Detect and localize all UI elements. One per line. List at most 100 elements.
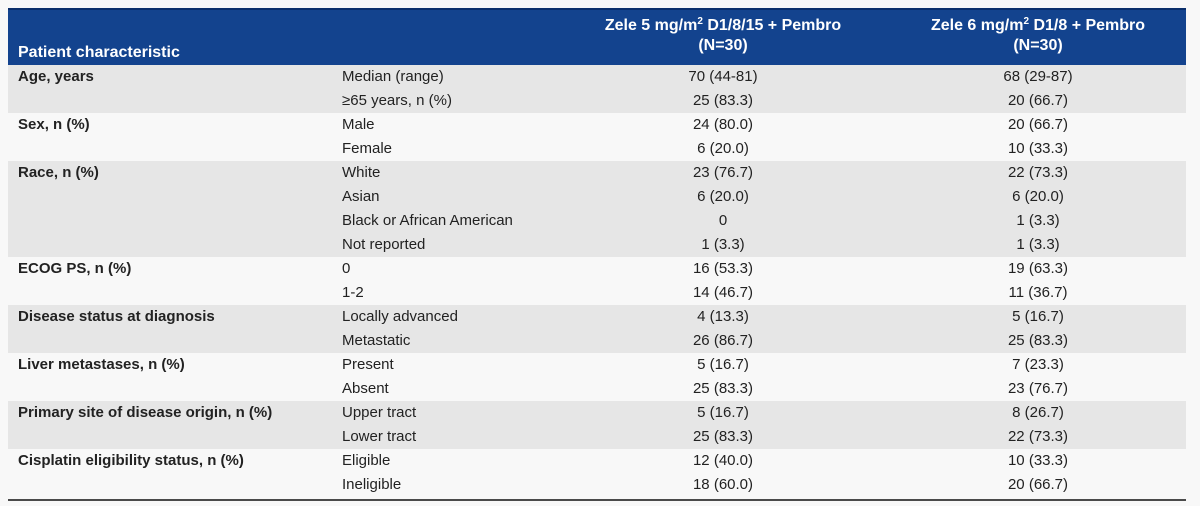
header-characteristic: Patient characteristic xyxy=(18,44,180,61)
table-group: Race, n (%) White 23 (76.7) 22 (73.3) Asian 6… xyxy=(8,161,1186,257)
table-row: Age, years Median (range) 70 (44-81) 68 (29… xyxy=(8,65,1186,89)
header-arm-5mg-n: (N=30) xyxy=(698,37,748,54)
row-value-arm-5mg: 25 (83.3) xyxy=(692,428,754,445)
row-value-arm-6mg: 22 (73.3) xyxy=(1007,164,1069,181)
row-characteristic: Liver metastases, n (%) xyxy=(18,356,185,373)
table-row: Race, n (%) White 23 (76.7) 22 (73.3) xyxy=(8,161,1186,185)
row-subcategory: Median (range) xyxy=(342,68,444,85)
table-group: Cisplatin eligibility status, n (%) Eligi… xyxy=(8,449,1186,497)
row-characteristic: Age, years xyxy=(18,68,94,85)
table-row: Cisplatin eligibility status, n (%) Eligi… xyxy=(8,449,1186,473)
header-arm-6mg-regimen: D1/8 + Pembro xyxy=(1029,17,1146,34)
row-value-arm-6mg: 10 (33.3) xyxy=(1007,140,1069,157)
table-row: Disease status at diagnosis Locally advan… xyxy=(8,305,1186,329)
row-value-arm-6mg: 1 (3.3) xyxy=(1016,212,1060,229)
row-value-arm-5mg: 1 (3.3) xyxy=(701,236,745,253)
header-arm-6mg: Zele 6 mg/m2 D1/8 + Pembro (N=30) xyxy=(888,16,1188,56)
row-subcategory: Female xyxy=(342,140,393,157)
row-subcategory: Black or African American xyxy=(342,212,513,229)
row-value-arm-6mg: 19 (63.3) xyxy=(1007,260,1069,277)
row-value-arm-5mg: 25 (83.3) xyxy=(692,92,754,109)
row-value-arm-6mg: 22 (73.3) xyxy=(1007,428,1069,445)
row-value-arm-5mg: 18 (60.0) xyxy=(692,476,754,493)
row-value-arm-6mg: 20 (66.7) xyxy=(1007,476,1069,493)
row-subcategory: Eligible xyxy=(342,452,391,469)
header-arm-5mg-title: Zele 5 mg/m xyxy=(604,17,698,34)
header-arm-5mg-sup: 2 xyxy=(697,16,703,27)
header-arm-6mg-sup: 2 xyxy=(1023,16,1029,27)
row-subcategory: ≥65 years, n (%) xyxy=(342,92,452,109)
header-arm-6mg-n: (N=30) xyxy=(1013,37,1063,54)
table-row: ≥65 years, n (%) 25 (83.3) 20 (66.7) xyxy=(8,89,1186,113)
row-value-arm-5mg: 70 (44-81) xyxy=(688,68,758,85)
row-subcategory: White xyxy=(342,164,381,181)
row-characteristic: Disease status at diagnosis xyxy=(18,308,215,325)
table-row: 1-2 14 (46.7) 11 (36.7) xyxy=(8,281,1186,305)
characteristics-table: Patient characteristic Zele 5 mg/m2 D1/8… xyxy=(8,8,1186,501)
row-value-arm-6mg: 20 (66.7) xyxy=(1007,92,1069,109)
table-row: Sex, n (%) Male 24 (80.0) 20 (66.7) xyxy=(8,113,1186,137)
row-value-arm-5mg: 0 xyxy=(718,212,728,229)
row-subcategory: Metastatic xyxy=(342,332,411,349)
table-row: Absent 25 (83.3) 23 (76.7) xyxy=(8,377,1186,401)
row-value-arm-6mg: 11 (36.7) xyxy=(1008,284,1068,301)
row-value-arm-6mg: 25 (83.3) xyxy=(1007,332,1069,349)
table-header: Patient characteristic Zele 5 mg/m2 D1/8… xyxy=(8,8,1186,65)
table-row: ECOG PS, n (%) 0 16 (53.3) 19 (63.3) xyxy=(8,257,1186,281)
row-subcategory: 1-2 xyxy=(342,284,364,301)
row-value-arm-5mg: 16 (53.3) xyxy=(692,260,754,277)
row-value-arm-5mg: 23 (76.7) xyxy=(692,164,754,181)
row-subcategory: Lower tract xyxy=(342,428,417,445)
row-subcategory: Locally advanced xyxy=(342,308,458,325)
table-row: Female 6 (20.0) 10 (33.3) xyxy=(8,137,1186,161)
row-value-arm-5mg: 14 (46.7) xyxy=(692,284,754,301)
header-arm-5mg: Zele 5 mg/m2 D1/8/15 + Pembro (N=30) xyxy=(568,16,878,56)
row-value-arm-5mg: 26 (86.7) xyxy=(692,332,754,349)
table-bottom-rule xyxy=(8,499,1186,501)
row-characteristic: ECOG PS, n (%) xyxy=(18,260,132,277)
row-value-arm-6mg: 7 (23.3) xyxy=(1012,356,1064,373)
table-row: Liver metastases, n (%) Present 5 (16.7) 7 … xyxy=(8,353,1186,377)
row-subcategory: Upper tract xyxy=(342,404,417,421)
table-group: ECOG PS, n (%) 0 16 (53.3) 19 (63.3) 1-2 14 (… xyxy=(8,257,1186,305)
table-row: Primary site of disease origin, n (%) Upp… xyxy=(8,401,1186,425)
row-subcategory: Absent xyxy=(342,380,389,397)
table-row: Metastatic 26 (86.7) 25 (83.3) xyxy=(8,329,1186,353)
row-subcategory: 0 xyxy=(342,260,351,277)
table-group: Liver metastases, n (%) Present 5 (16.7) 7 … xyxy=(8,353,1186,401)
row-value-arm-6mg: 20 (66.7) xyxy=(1007,116,1069,133)
row-value-arm-6mg: 8 (26.7) xyxy=(1012,404,1064,421)
row-subcategory: Asian xyxy=(342,188,380,205)
row-characteristic: Cisplatin eligibility status, n (%) xyxy=(18,452,244,469)
row-value-arm-5mg: 5 (16.7) xyxy=(697,404,749,421)
row-characteristic: Primary site of disease origin, n (%) xyxy=(18,404,273,421)
table-row: Lower tract 25 (83.3) 22 (73.3) xyxy=(8,425,1186,449)
row-subcategory: Ineligible xyxy=(342,476,402,493)
table-group: Primary site of disease origin, n (%) Upp… xyxy=(8,401,1186,449)
table-body: Age, years Median (range) 70 (44-81) 68 (29… xyxy=(8,65,1186,497)
row-value-arm-6mg: 68 (29-87) xyxy=(1003,68,1073,85)
row-subcategory: Not reported xyxy=(342,236,426,253)
row-characteristic: Sex, n (%) xyxy=(18,116,90,133)
row-value-arm-5mg: 4 (13.3) xyxy=(697,308,749,325)
table-group: Sex, n (%) Male 24 (80.0) 20 (66.7) Female 6 … xyxy=(8,113,1186,161)
header-arm-5mg-regimen: D1/8/15 + Pembro xyxy=(702,17,842,34)
row-subcategory: Present xyxy=(342,356,394,373)
table-group: Age, years Median (range) 70 (44-81) 68 (29… xyxy=(8,65,1186,113)
table-row: Ineligible 18 (60.0) 20 (66.7) xyxy=(8,473,1186,497)
table-group: Disease status at diagnosis Locally advan… xyxy=(8,305,1186,353)
row-value-arm-5mg: 25 (83.3) xyxy=(692,380,754,397)
table-row: Asian 6 (20.0) 6 (20.0) xyxy=(8,185,1186,209)
row-subcategory: Male xyxy=(342,116,375,133)
table-row: Black or African American 0 1 (3.3) xyxy=(8,209,1186,233)
row-value-arm-5mg: 6 (20.0) xyxy=(697,188,749,205)
row-value-arm-5mg: 24 (80.0) xyxy=(692,116,754,133)
row-value-arm-5mg: 5 (16.7) xyxy=(697,356,749,373)
row-characteristic: Race, n (%) xyxy=(18,164,99,181)
row-value-arm-5mg: 12 (40.0) xyxy=(692,452,754,469)
row-value-arm-6mg: 10 (33.3) xyxy=(1007,452,1069,469)
row-value-arm-6mg: 6 (20.0) xyxy=(1012,188,1064,205)
row-value-arm-5mg: 6 (20.0) xyxy=(697,140,749,157)
row-value-arm-6mg: 5 (16.7) xyxy=(1012,308,1064,325)
header-arm-6mg-title: Zele 6 mg/m xyxy=(930,17,1024,34)
